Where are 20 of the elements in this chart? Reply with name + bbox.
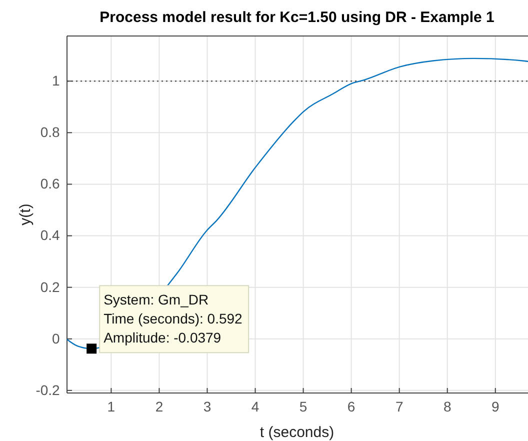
y-tick-label: -0.2 [36, 382, 60, 398]
chart-title: Process model result for Kc=1.50 using DR - Example 1 [100, 9, 494, 26]
y-tick-label: 0.4 [40, 227, 60, 244]
y-tick-label: 0 [52, 330, 60, 346]
y-tick-label: 0.2 [40, 278, 60, 295]
x-tick-label: 9 [491, 398, 500, 414]
x-tick-label: 3 [203, 398, 212, 414]
y-tick-label: 1 [52, 72, 60, 89]
x-tick-label: 6 [347, 398, 356, 414]
y-tick-label: 0.6 [40, 176, 60, 192]
x-tick-label: 7 [395, 398, 404, 414]
x-tick-label: 1 [107, 398, 116, 414]
x-tick-label: 2 [155, 398, 164, 414]
y-axis-title: y(t) [17, 204, 34, 226]
x-tick-label: 5 [299, 398, 308, 414]
x-axis-title: t (seconds) [260, 424, 334, 441]
x-tick-label: 4 [251, 398, 260, 414]
annotation: System: Gm_DR Time (seconds): 0.592 Amplitude: -0.0379 [104, 292, 243, 346]
x-tick-label: 8 [443, 398, 452, 414]
y-tick-label: 0.8 [40, 124, 60, 140]
